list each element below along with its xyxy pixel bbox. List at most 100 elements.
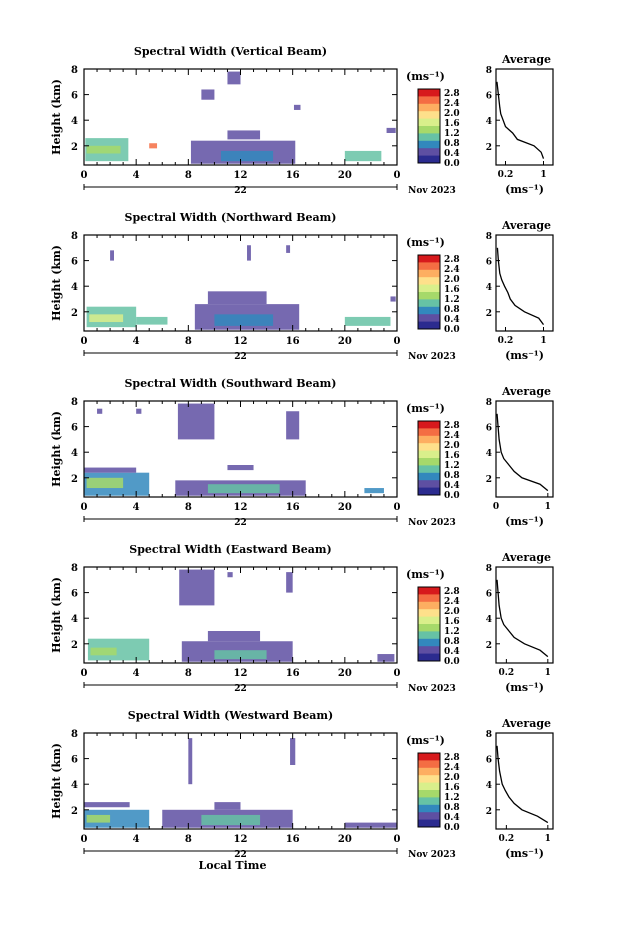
panel-2-xtick-label: 0	[394, 336, 401, 347]
panel-2-colorbar-swatch	[418, 299, 440, 308]
panel-3-colorbar-frame	[417, 420, 441, 496]
panel-5-xtick-label: 20	[338, 834, 352, 845]
panel-2-colorbar-tick-label: 2.8	[444, 255, 460, 265]
panel-2-colorbar-frame	[417, 254, 441, 330]
panel-1-ytick-label: 2	[71, 142, 78, 153]
panel-4-colorbar-tick-label: 1.6	[444, 617, 460, 627]
panel-5-avg-ytick-label: 6	[486, 756, 492, 766]
panel-4-avg-profile-line	[496, 579, 549, 658]
panel-1-xtick-label: 8	[185, 170, 192, 181]
panel-3-colorbar-swatch	[418, 465, 440, 474]
panel-2-colorbar-swatch	[418, 292, 440, 300]
panel-5-colorbar-tick-label: 1.6	[444, 783, 460, 793]
panel-1-date-label: Nov 2023	[408, 186, 456, 196]
x-axis-label: Local Time	[199, 859, 267, 872]
panel-3-ytick-label: 6	[71, 423, 78, 434]
panel-2-colorbar-tick-label: 2.0	[444, 275, 460, 285]
panel-5-colorbar-swatch	[418, 812, 440, 821]
panel-2-date-label: Nov 2023	[408, 352, 456, 362]
panel-2-colorbar-tick-label: 2.4	[444, 265, 460, 275]
panel-2-colorbar-tick-label: 1.2	[444, 295, 460, 305]
panel-3-colorbar-swatch	[418, 428, 440, 437]
panel-3-colorbar-tick-label: 2.4	[444, 431, 460, 441]
panel-5-colorbar-tick-label: 2.4	[444, 763, 460, 773]
panel-5-avg-xtick-label: 1	[545, 834, 551, 844]
panel-4-xtick-label: 8	[185, 668, 192, 679]
panel-3-colorbar-tick-label: 0.8	[444, 471, 460, 481]
panel-2-colorbar-tick-label: 0.8	[444, 305, 460, 315]
panel-3-avg-ytick-label: 8	[486, 398, 492, 408]
panel-1-data-cell	[86, 145, 121, 154]
panel-4-colorbar-swatch	[418, 594, 440, 603]
panel-1-xtick-label: 16	[286, 170, 300, 181]
panel-4-ytick-label: 2	[71, 640, 78, 651]
panel-1-ytick-label: 4	[71, 116, 78, 127]
panel-3-data-cell	[177, 403, 215, 440]
panel-5-xtick-label: 16	[286, 834, 300, 845]
panel-3-xtick-label: 0	[394, 502, 401, 513]
panel-1-avg-ytick-label: 6	[486, 92, 492, 102]
panel-2-ylabel: Height (km)	[50, 245, 63, 321]
panel-5-xtick-label: 4	[133, 834, 140, 845]
panel-3-data-cell	[227, 465, 254, 471]
panel-4-avg-xtick-label: 1	[545, 668, 551, 678]
panel-4-ytick-label: 4	[71, 614, 78, 625]
panel-2-data-cell	[390, 296, 396, 302]
panel-3-xtick-label: 4	[133, 502, 140, 513]
panel-5-data-cell	[86, 814, 111, 823]
panel-1-xtick-label: 0	[81, 170, 88, 181]
panel-1-avg-title: Average	[501, 53, 551, 66]
panel-2-xtick-label: 12	[234, 336, 248, 347]
panel-4-avg-ytick-label: 4	[486, 615, 492, 625]
panel-4-colorbar-swatch	[418, 646, 440, 655]
panel-4-data-cell	[90, 647, 117, 656]
panel-2-title: Spectral Width (Northward Beam)	[125, 211, 337, 224]
panel-5-colorbar-tick-label: 0.8	[444, 803, 460, 813]
panel-4-data-cell	[227, 572, 233, 578]
panel-5-avg-profile-line	[496, 745, 549, 824]
panel-3-data-cell	[84, 467, 137, 473]
panel-5-colorbar-swatch	[418, 819, 440, 828]
panel-5-data-cell	[188, 738, 193, 785]
panel-1-colorbar-swatch	[418, 155, 440, 164]
panel-1-xtick-label: 12	[234, 170, 248, 181]
panel-4-data-cell	[286, 572, 293, 593]
panel-2-avg-xtick-label: 0.2	[498, 336, 514, 346]
panel-2-data-cell	[89, 314, 124, 323]
panel-1-colorbar-swatch	[418, 126, 440, 134]
panel-2-colorbar-tick-label: 0.4	[444, 315, 460, 325]
panel-3-data-cell	[97, 408, 103, 414]
panel-2-colorbar-swatch	[418, 314, 440, 323]
panel-2-xtick-label: 4	[133, 336, 140, 347]
panel-5-colorbar-swatch	[418, 797, 440, 806]
panel-3-xtick-label: 16	[286, 502, 300, 513]
panel-3-colorbar-swatch	[418, 450, 440, 459]
panel-4-colorbar-tick-label: 2.8	[444, 587, 460, 597]
panel-3-avg-ytick-label: 4	[486, 449, 492, 459]
panel-5-ytick-label: 6	[71, 755, 78, 766]
panel-4-avg-title: Average	[501, 551, 551, 564]
panel-2-ytick-label: 6	[71, 257, 78, 268]
panel-5-colorbar-swatch	[418, 760, 440, 769]
panel-4-colorbar-swatch	[418, 601, 440, 610]
panel-2-colorbar-swatch	[418, 284, 440, 293]
panel-4-data-cell	[207, 631, 261, 642]
panel-3-ytick-label: 8	[71, 397, 78, 408]
panel-5-xtick-label: 0	[394, 834, 401, 845]
panel-2-xtick-label: 20	[338, 336, 352, 347]
panel-4-colorbar-frame	[417, 586, 441, 662]
panel-3-data-cell	[207, 484, 280, 494]
panel-3-colorbar-tick-label: 0.0	[444, 491, 460, 501]
panel-2-avg-title: Average	[501, 219, 551, 232]
panel-4-avg-ytick-label: 2	[486, 641, 492, 651]
panel-4-xtick-label: 16	[286, 668, 300, 679]
panel-5-colorbar-tick-label: 2.8	[444, 753, 460, 763]
panel-1-avg-profile-line	[496, 81, 545, 159]
panel-4-colorbar-tick-label: 0.0	[444, 657, 460, 667]
panel-2-colorbar-swatch	[418, 277, 440, 286]
panel-3-ytick-label: 2	[71, 474, 78, 485]
panel-1-colorbar-frame	[417, 88, 441, 164]
panel-1-data-cell	[227, 71, 241, 85]
panel-1-data-cell	[344, 150, 382, 162]
